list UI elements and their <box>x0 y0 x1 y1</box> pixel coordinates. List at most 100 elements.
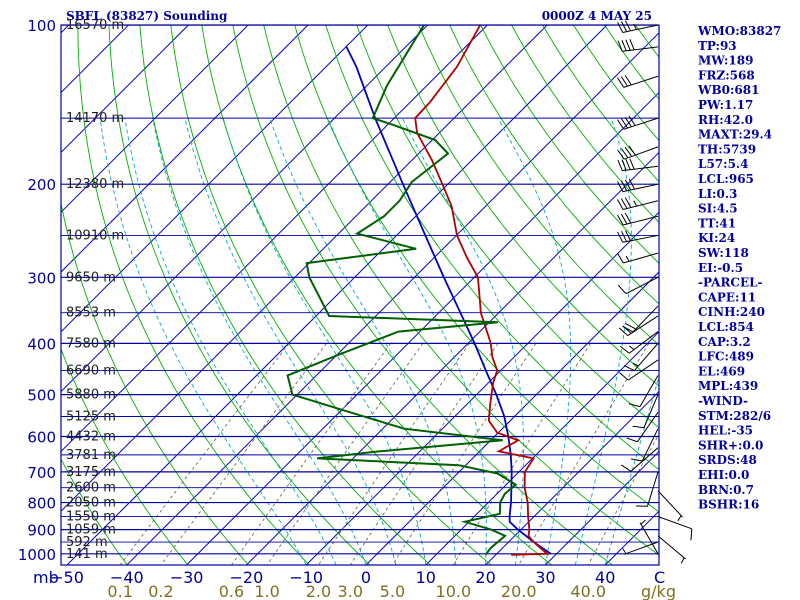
dry-adiabat <box>542 25 659 183</box>
wind-barb-half-flag <box>625 255 630 262</box>
wind-barb-staff <box>622 234 659 243</box>
temperature-tick-label: 10 <box>416 568 436 587</box>
index-line: EI:-0.5 <box>698 261 743 275</box>
sounding-traces <box>286 25 552 556</box>
mixing-ratio-tick-label: 0.1 <box>107 582 132 600</box>
wind-barb-flag <box>620 148 629 159</box>
dry-adiabat <box>201 25 552 565</box>
wind-barb-staff <box>630 447 659 472</box>
wind-barb-flag <box>622 325 632 334</box>
pressure-unit-label: mb <box>33 568 59 587</box>
pressure-label: 900 <box>27 522 56 540</box>
index-line: CINH:240 <box>698 305 765 319</box>
isotherm <box>305 211 659 565</box>
isotherm <box>61 25 488 453</box>
temperature-unit-label: C <box>654 568 665 587</box>
isotherm <box>485 390 659 565</box>
index-line: TH:5739 <box>698 142 756 156</box>
wind-barb-flag <box>617 40 623 52</box>
isotherm <box>126 32 659 565</box>
wind-barb-flag <box>620 76 628 87</box>
wind-barb-staff <box>622 183 659 193</box>
index-line: RH:42.0 <box>698 113 753 127</box>
wind-barb <box>617 252 659 264</box>
wind-barb-staff <box>646 471 659 507</box>
wind-barb-staff <box>624 146 659 160</box>
wind-barb-flag <box>618 327 629 336</box>
wind-barb <box>630 428 659 462</box>
wind-barb-half-flag <box>632 362 639 367</box>
wind-barb-staff <box>622 24 659 33</box>
isotherm <box>425 331 659 565</box>
wind-barb <box>623 343 659 371</box>
temperature-tick-labels: −50 −40 −30 −20 −10 0 10 20 30 40 <box>50 568 615 587</box>
wind-barb <box>617 39 659 52</box>
pressure-label: 400 <box>27 335 56 353</box>
dry-adiabat <box>790 25 800 565</box>
mixing-ratio-tick-label: 10.0 <box>436 582 472 600</box>
chart-time: 0000Z 4 MAY 25 <box>542 9 652 23</box>
dry-adiabat <box>573 25 659 142</box>
height-label: 2050 m <box>66 496 116 511</box>
wind-barb-staff <box>639 375 659 407</box>
wind-barb-staff <box>639 522 659 555</box>
wind-barb-staff <box>622 200 659 210</box>
isotherm <box>365 271 659 565</box>
wind-barb-flag <box>617 284 627 294</box>
wind-barb-flag <box>620 198 628 209</box>
wind-barb <box>617 158 659 172</box>
wind-barb <box>617 276 659 295</box>
index-line: LI:0.3 <box>698 187 737 201</box>
wind-barb-flag <box>620 213 628 225</box>
pressure-label: 100 <box>27 17 56 35</box>
wind-barb-flag <box>626 437 638 443</box>
wind-barb-staff <box>628 331 659 354</box>
wind-barb <box>617 197 659 210</box>
wind-barb-staff <box>657 516 692 530</box>
wind-barb-flag <box>624 212 632 224</box>
index-line: LCL:854 <box>698 320 754 334</box>
wind-barb-staff <box>622 46 659 52</box>
mixing-ratio-tick-label: 5.0 <box>380 582 405 600</box>
index-line: EL:469 <box>698 364 745 378</box>
mixing-ratio-line <box>392 343 537 565</box>
pressure-label: 800 <box>27 495 56 513</box>
height-label: 141 m <box>66 547 108 562</box>
wind-barb-flag <box>617 181 624 192</box>
wind-barb-flag <box>617 119 625 130</box>
mixing-ratio-tick-label: 2.0 <box>306 582 331 600</box>
wind-barb-half-flag <box>628 345 635 351</box>
wind-barb <box>621 447 659 472</box>
wind-barb-flag <box>624 146 633 157</box>
wind-barb <box>617 20 659 33</box>
isotherm <box>186 91 659 565</box>
index-line: TT:41 <box>698 216 736 230</box>
mixing-ratio-line <box>587 433 659 565</box>
wind-barb-flag <box>624 179 632 191</box>
dry-adiabat <box>232 25 613 565</box>
wind-barb-staff <box>634 343 659 371</box>
wind-barb-staff <box>622 165 659 172</box>
moist-adiabat <box>327 117 487 565</box>
moist-adiabat <box>604 374 659 565</box>
wind-barb-flag <box>617 199 624 210</box>
height-label: 9650 m <box>66 270 116 285</box>
wind-barb <box>619 359 659 381</box>
temperature-trace <box>414 25 550 556</box>
dry-adiabat <box>61 201 249 565</box>
temperature-tick-label: −20 <box>230 568 264 587</box>
dry-adiabat <box>139 25 431 565</box>
index-line: PW:1.17 <box>698 98 753 112</box>
wind-barb-staff <box>632 305 659 333</box>
wind-barb-staff <box>627 359 659 381</box>
mixing-ratio-lines <box>119 343 659 565</box>
mixing-ratio-line <box>160 343 327 565</box>
wind-barb-flag <box>621 180 628 192</box>
wind-barb-flag <box>629 158 635 170</box>
isotherm <box>61 25 369 333</box>
mixing-ratio-tick-label: 40.0 <box>570 582 606 600</box>
wind-barb <box>628 375 659 408</box>
pressure-label: 300 <box>27 269 56 287</box>
dry-adiabat <box>61 347 189 565</box>
